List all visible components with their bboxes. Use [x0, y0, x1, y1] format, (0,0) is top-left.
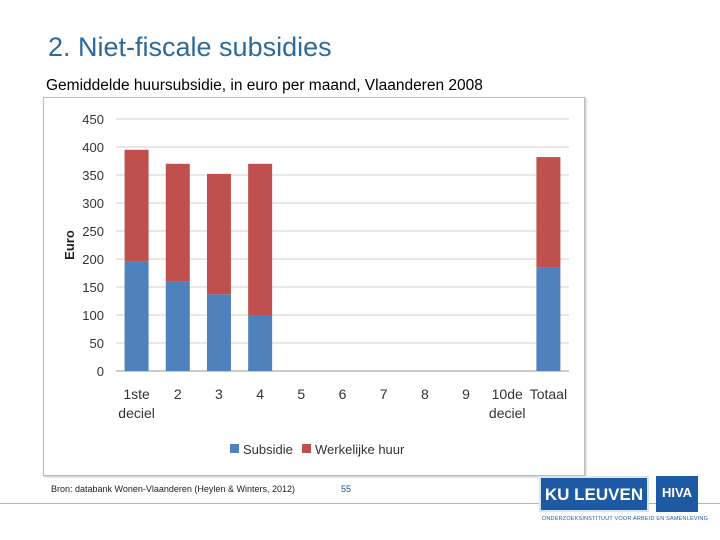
x-tick-label: Totaal	[530, 386, 567, 402]
footer-divider	[0, 503, 720, 504]
y-tick-label: 300	[82, 196, 104, 211]
bar-segment	[124, 149, 149, 262]
y-tick-label: 200	[82, 252, 104, 267]
y-axis-title: Euro	[62, 230, 77, 260]
bar-segment	[165, 163, 190, 282]
hiva-logo-text: HIVA	[661, 485, 693, 500]
legend-label: Subsidie	[243, 442, 293, 457]
slide-title: 2. Niet-fiscale subsidies	[48, 32, 332, 62]
logo-tagline: ONDERZOEKSINSTITUUT VOOR ARBEID EN SAMEN…	[541, 516, 709, 522]
legend-swatch	[302, 444, 311, 453]
chart-frame: 0 50 100 150 200 250 300 350 400 450 Euro 1ste decie…	[43, 97, 585, 476]
legend-swatch	[230, 444, 239, 453]
x-tick-label: 9	[462, 386, 470, 402]
y-tick-label: 50	[90, 336, 104, 351]
x-tick-label: 4	[256, 386, 264, 402]
x-tick-label: 3	[215, 386, 223, 402]
x-tick-label: 1ste	[123, 386, 150, 402]
ku-leuven-logo: KU LEUVEN	[539, 476, 649, 512]
logo-area: KU LEUVEN HIVA ONDERZOEKSINSTITUUT VOOR …	[535, 472, 715, 526]
chart-subtitle: Gemiddelde huursubsidie, in euro per maa…	[46, 77, 483, 94]
legend-label: Werkelijke huur	[315, 442, 405, 457]
y-tick-label: 250	[82, 224, 104, 239]
x-tick-label: 8	[421, 386, 429, 402]
x-tick-label: 5	[297, 386, 305, 402]
y-tick-label: 100	[82, 308, 104, 323]
bar-segment	[206, 173, 231, 295]
y-tick-label: 0	[97, 364, 104, 379]
bar-segment	[165, 281, 190, 371]
page-number: 55	[341, 484, 352, 494]
hiva-logo: HIVA	[656, 476, 698, 512]
x-tick-label: 10de	[492, 386, 523, 402]
x-tick-label: 6	[339, 386, 347, 402]
bar-segment	[248, 163, 273, 315]
x-tick-label: deciel	[118, 405, 155, 421]
x-tick-label: 7	[380, 386, 388, 402]
ku-leuven-logo-text: KU LEUVEN	[544, 485, 644, 504]
y-tick-label: 350	[82, 168, 104, 183]
y-tick-label: 150	[82, 280, 104, 295]
bar-segment	[536, 267, 561, 371]
y-tick-label: 450	[82, 112, 104, 127]
chart: 0 50 100 150 200 250 300 350 400 450 Euro 1ste decie…	[62, 112, 569, 457]
x-tick-label: 2	[174, 386, 182, 402]
x-tick-label: deciel	[489, 405, 526, 421]
bar-segment	[124, 261, 149, 371]
bar-segment	[248, 315, 273, 371]
bar-segment	[206, 294, 231, 371]
bar-segment	[536, 157, 561, 268]
y-tick-label: 400	[82, 140, 104, 155]
source-note: Bron: databank Wonen-Vlaanderen (Heylen …	[51, 484, 295, 494]
